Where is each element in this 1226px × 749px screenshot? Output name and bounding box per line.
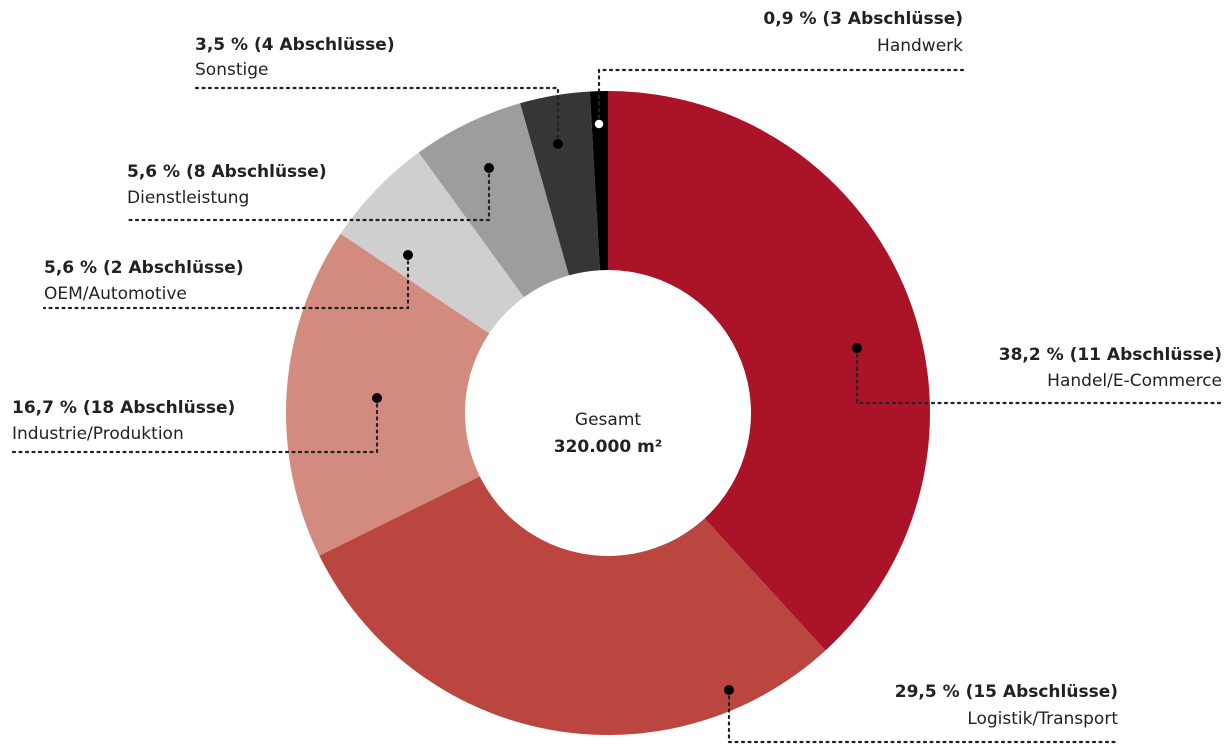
category-label: OEM/Automotive bbox=[44, 284, 187, 304]
value-label: 0,9 % (3 Abschlüsse) bbox=[763, 9, 963, 29]
value-label: 5,6 % (2 Abschlüsse) bbox=[44, 258, 244, 278]
leader-line bbox=[193, 86, 560, 146]
category-label: Sonstige bbox=[195, 60, 268, 80]
donut-slice bbox=[319, 476, 826, 736]
leader-line bbox=[855, 346, 1224, 405]
leader-line bbox=[597, 68, 965, 126]
leader-line bbox=[42, 253, 410, 310]
label-dot bbox=[593, 118, 605, 130]
label-dot bbox=[372, 393, 382, 403]
value-label: 29,5 % (15 Abschlüsse) bbox=[895, 682, 1118, 702]
donut-slice bbox=[340, 152, 524, 334]
center-label: Gesamt bbox=[575, 410, 641, 430]
leader-line bbox=[125, 166, 491, 222]
label-dot bbox=[852, 343, 862, 353]
value-label: 16,7 % (18 Abschlüsse) bbox=[12, 398, 235, 418]
label-dot bbox=[553, 139, 563, 149]
label-dot bbox=[403, 250, 413, 260]
donut-slice bbox=[589, 91, 608, 271]
value-label: 3,5 % (4 Abschlüsse) bbox=[195, 35, 395, 55]
leader-line bbox=[727, 688, 1120, 744]
donut-slice bbox=[418, 103, 569, 298]
donut-slice bbox=[608, 91, 931, 651]
value-label: 38,2 % (11 Abschlüsse) bbox=[999, 345, 1222, 365]
value-label: 5,6 % (8 Abschlüsse) bbox=[127, 162, 327, 182]
label-dot bbox=[484, 163, 494, 173]
donut-slice bbox=[285, 233, 490, 556]
donut-slice bbox=[520, 91, 600, 276]
category-label: Industrie/Produktion bbox=[12, 424, 184, 444]
center-value: 320.000 m² bbox=[554, 437, 663, 457]
category-label: Logistik/Transport bbox=[967, 709, 1118, 729]
leader-line bbox=[10, 396, 379, 454]
category-label: Handwerk bbox=[877, 36, 963, 56]
category-label: Dienstleistung bbox=[127, 188, 249, 208]
label-dot bbox=[724, 685, 734, 695]
category-label: Handel/E-Commerce bbox=[1047, 371, 1222, 391]
